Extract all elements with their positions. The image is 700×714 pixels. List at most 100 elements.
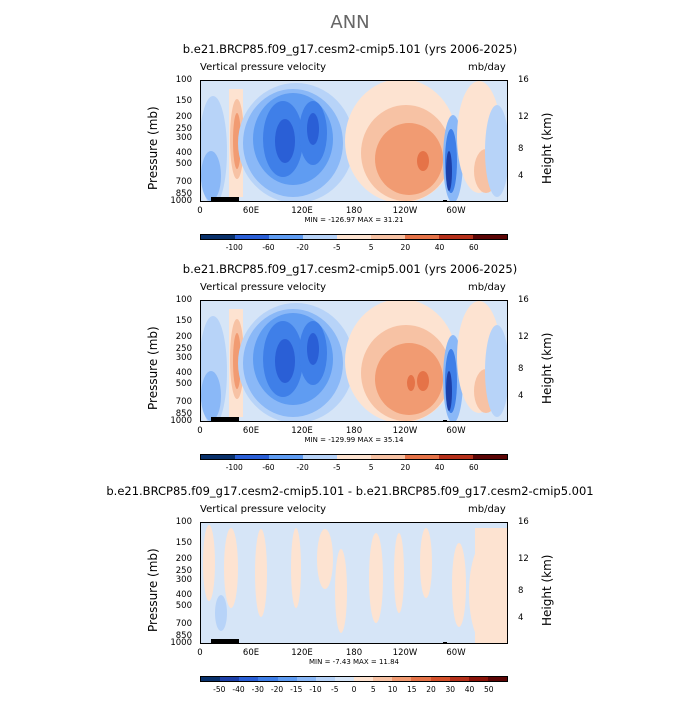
y-tick-label: 850 [175, 409, 192, 419]
difference-streak [291, 528, 301, 608]
difference-streak [317, 529, 333, 589]
y-tick-label: 1000 [170, 196, 192, 206]
difference-streak [394, 533, 404, 613]
y-tick-label: 400 [175, 148, 192, 158]
variable-label: Vertical pressure velocity [200, 504, 327, 515]
colorbar-label: 60 [468, 243, 479, 252]
x-tick-label: 120W [392, 206, 418, 216]
colorbar-label: -100 [225, 463, 243, 472]
colorbar-label: -15 [290, 685, 303, 694]
colorbar-swatch [220, 677, 240, 681]
colorbar-swatch [439, 455, 473, 459]
colorbar-label: 50 [483, 685, 494, 694]
colorbar-swatch [405, 455, 439, 459]
colorbar-swatch [392, 677, 412, 681]
contour-region [275, 119, 295, 163]
main-title: ANN [330, 12, 370, 33]
contour-region [233, 333, 241, 389]
plot-area [200, 80, 508, 202]
colorbar-swatch [487, 677, 507, 681]
x-tick-label: 60W [446, 206, 466, 216]
colorbar-label: 5 [368, 243, 374, 252]
colorbar-swatch [337, 455, 371, 459]
y-tick-label: 150 [175, 316, 192, 326]
topography [443, 200, 447, 201]
colorbar-label: -5 [333, 243, 341, 252]
y-tick-label: 400 [175, 368, 192, 378]
panel-title: b.e21.BRCP85.f09_g17.cesm2-cmip5.101 - b… [106, 484, 594, 498]
x-tick-label: 120E [291, 206, 313, 216]
units-label: mb/day [468, 282, 506, 293]
contour-plot [201, 301, 507, 421]
topography [443, 642, 447, 643]
colorbar-label: -50 [213, 685, 226, 694]
x-tick-label: 0 [197, 206, 203, 216]
x-tick-label: 120E [291, 648, 313, 658]
colorbar-label: -40 [232, 685, 245, 694]
colorbar-label: -10 [309, 685, 322, 694]
difference-streak [452, 543, 466, 627]
contour-region [201, 371, 221, 421]
difference-streak [420, 528, 432, 598]
panel-1: b.e21.BRCP85.f09_g17.cesm2-cmip5.101 (yr… [0, 42, 700, 272]
y-right-axis-title: Height (km) [540, 332, 554, 404]
colorbar-swatch [337, 235, 371, 239]
contour-region [307, 333, 319, 365]
colorbar-label: 0 [351, 685, 357, 694]
y-tick-label: 500 [175, 379, 192, 389]
y-tick-label: 200 [175, 332, 192, 342]
colorbar-swatch [201, 677, 221, 681]
y-right-tick-label: 12 [518, 332, 529, 342]
panel-title: b.e21.BRCP85.f09_g17.cesm2-cmip5.001 (yr… [182, 262, 518, 276]
y-right-tick-label: 12 [518, 554, 529, 564]
variable-label: Vertical pressure velocity [200, 282, 327, 293]
y-right-tick-label: 16 [518, 75, 529, 85]
colorbar-label: -60 [262, 463, 275, 472]
colorbar-label: 40 [464, 685, 475, 694]
y-tick-label: 300 [175, 575, 192, 585]
y-tick-label: 100 [175, 295, 192, 305]
y-tick-label: 250 [175, 124, 192, 134]
colorbar-label: 20 [400, 243, 411, 252]
y-tick-label: 250 [175, 566, 192, 576]
y-tick-label: 1000 [170, 416, 192, 426]
y-axis-title: Pressure (mb) [146, 106, 160, 190]
colorbar-swatch [235, 455, 269, 459]
colorbar-swatch [303, 455, 337, 459]
topography [211, 639, 239, 643]
colorbar-swatch [235, 235, 269, 239]
y-tick-label: 400 [175, 590, 192, 600]
colorbar-label: -20 [296, 463, 309, 472]
colorbar-swatch [201, 235, 235, 239]
y-tick-label: 100 [175, 517, 192, 527]
colorbar-label: -20 [270, 685, 284, 694]
colorbar-swatch [296, 677, 316, 681]
colorbar-swatch [258, 677, 278, 681]
colorbar-label: 20 [400, 463, 411, 472]
colorbar-swatch [449, 677, 469, 681]
colorbar-swatch [303, 235, 337, 239]
colorbar-label: 30 [445, 685, 456, 694]
contour-region [446, 371, 452, 411]
difference-streak [335, 549, 347, 633]
colorbar-swatch [439, 235, 473, 239]
colorbar-label: -60 [262, 243, 275, 252]
difference-streak [475, 528, 507, 643]
y-tick-label: 300 [175, 133, 192, 143]
colorbar-swatch [473, 455, 507, 459]
colorbar-swatch [269, 235, 303, 239]
x-tick-label: 60W [446, 426, 466, 436]
difference-streak [203, 525, 215, 601]
plot-area [200, 300, 508, 422]
y-tick-label: 700 [175, 619, 192, 629]
colorbar-label: 10 [387, 685, 398, 694]
colorbar-swatch [373, 677, 393, 681]
y-tick-label: 200 [175, 554, 192, 564]
x-tick-label: 0 [197, 426, 203, 436]
x-tick-label: 120W [392, 648, 418, 658]
y-tick-label: 700 [175, 177, 192, 187]
colorbar-swatch [334, 677, 354, 681]
colorbar-swatch [468, 677, 488, 681]
y-right-tick-label: 8 [518, 364, 524, 374]
